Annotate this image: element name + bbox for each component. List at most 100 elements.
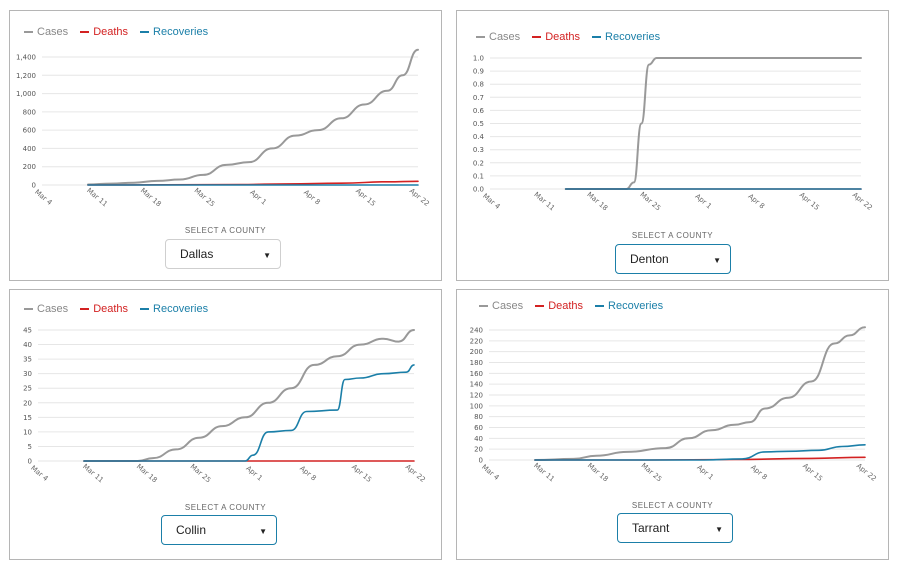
county-select-value: Denton <box>630 252 669 266</box>
x-tick-label: Mar 18 <box>585 191 609 213</box>
legend-swatch-recoveries <box>140 308 150 310</box>
county-select-value: Tarrant <box>632 521 670 535</box>
series-line-cases <box>83 329 415 462</box>
dropdown-arrow-icon: ▼ <box>259 527 267 536</box>
y-tick-label: 120 <box>470 392 483 400</box>
y-tick-label: 600 <box>23 127 36 135</box>
x-tick-label: Mar 4 <box>480 463 501 482</box>
legend-item-cases[interactable]: Cases <box>476 31 520 43</box>
y-tick-label: 1,200 <box>16 72 36 80</box>
legend-item-deaths[interactable]: Deaths <box>80 26 128 38</box>
legend-item-recoveries[interactable]: Recoveries <box>592 31 660 43</box>
x-tick-label: Mar 25 <box>193 187 217 209</box>
line-chart-tarrant: 0 20 40 60 80 100 120 140 160 180 200 220 240 Mar 4 Ma… <box>470 326 878 484</box>
chart-panel-dallas: Cases Deaths Recoveries 0 200 400 600 800 1,0… <box>9 10 442 281</box>
y-tick-label: 0.3 <box>473 146 484 154</box>
legend-swatch-recoveries <box>592 36 602 38</box>
y-tick-label: 1.0 <box>473 55 484 63</box>
x-tick-label: Apr 1 <box>694 192 714 210</box>
legend-item-deaths[interactable]: Deaths <box>80 303 128 315</box>
x-tick-label: Apr 8 <box>302 188 322 206</box>
y-tick-label: 0 <box>32 182 36 190</box>
y-tick-label: 0.5 <box>473 120 484 128</box>
x-tick-label: Mar 4 <box>33 188 54 207</box>
legend-label-recoveries: Recoveries <box>153 26 209 38</box>
y-tick-label: 5 <box>28 443 32 451</box>
legend-label-cases: Cases <box>489 31 521 43</box>
x-tick-label: Apr 8 <box>298 464 318 482</box>
legend-label-deaths: Deaths <box>93 303 129 315</box>
legend-label-cases: Cases <box>492 300 524 312</box>
legend-label-cases: Cases <box>37 26 69 38</box>
x-tick-label: Apr 1 <box>695 463 715 481</box>
chart-panel-collin: Cases Deaths Recoveries 0 5 10 15 20 25 30 35 40… <box>9 289 442 560</box>
y-tick-label: 220 <box>470 337 483 345</box>
x-tick-label: Mar 4 <box>29 464 50 483</box>
legend-item-cases[interactable]: Cases <box>479 300 523 312</box>
x-tick-label: Mar 18 <box>586 462 610 484</box>
legend-label-recoveries: Recoveries <box>153 303 209 315</box>
y-tick-label: 25 <box>23 385 32 393</box>
chart-legend: Cases Deaths Recoveries <box>24 26 208 38</box>
x-tick-label: Apr 15 <box>354 187 377 208</box>
legend-swatch-cases <box>24 308 33 310</box>
dropdown-arrow-icon: ▼ <box>715 525 723 534</box>
legend-item-recoveries[interactable]: Recoveries <box>140 26 208 38</box>
x-tick-label: Mar 25 <box>640 462 664 484</box>
series-line-recoveries <box>534 444 866 461</box>
legend-item-deaths[interactable]: Deaths <box>532 31 580 43</box>
y-tick-label: 10 <box>23 428 32 436</box>
legend-swatch-cases <box>24 31 33 33</box>
y-tick-label: 0.4 <box>473 133 485 141</box>
county-select-tarrant[interactable]: Tarrant ▼ <box>617 513 733 543</box>
legend-swatch-deaths <box>80 31 90 33</box>
series-line-cases <box>87 48 419 186</box>
legend-label-deaths: Deaths <box>548 300 584 312</box>
y-tick-label: 80 <box>474 413 483 421</box>
y-tick-label: 240 <box>470 327 483 335</box>
county-select-value: Dallas <box>180 247 214 261</box>
y-tick-label: 1,000 <box>16 90 36 98</box>
y-tick-label: 100 <box>470 402 483 410</box>
y-tick-label: 180 <box>470 359 483 367</box>
county-select-collin[interactable]: Collin ▼ <box>161 515 277 545</box>
legend-label-recoveries: Recoveries <box>605 31 661 43</box>
legend-swatch-recoveries <box>595 305 605 307</box>
chart-legend: Cases Deaths Recoveries <box>476 31 660 43</box>
legend-label-recoveries: Recoveries <box>608 300 664 312</box>
legend-label-deaths: Deaths <box>93 26 129 38</box>
legend-item-cases[interactable]: Cases <box>24 26 68 38</box>
county-select-value: Collin <box>176 523 207 537</box>
y-tick-label: 45 <box>23 327 32 335</box>
y-tick-label: 20 <box>474 446 483 454</box>
legend-item-deaths[interactable]: Deaths <box>535 300 583 312</box>
line-chart-denton: 0.0 0.1 0.2 0.3 0.4 0.5 0.6 0.7 0.8 0.9 1.0 Mar 4 Ma… <box>473 55 874 213</box>
select-county-label: SELECT A COUNTY <box>184 503 267 512</box>
y-tick-label: 0.2 <box>473 159 484 167</box>
line-chart-dallas: 0 200 400 600 800 1,000 1,200 1,400 Mar 4 Mar 11 M… <box>16 48 431 209</box>
x-tick-label: Apr 22 <box>855 462 878 483</box>
legend-item-cases[interactable]: Cases <box>24 303 68 315</box>
chart-panel-tarrant: Cases Deaths Recoveries 0 20 40 60 80 100 120 1… <box>456 289 889 560</box>
legend-item-recoveries[interactable]: Recoveries <box>595 300 663 312</box>
y-tick-label: 0.7 <box>473 94 484 102</box>
y-tick-label: 0.0 <box>473 186 484 194</box>
dropdown-arrow-icon: ▼ <box>713 256 721 265</box>
y-tick-label: 140 <box>470 381 483 389</box>
x-tick-label: Apr 1 <box>248 188 268 206</box>
x-tick-label: Apr 8 <box>747 192 767 210</box>
y-tick-label: 30 <box>23 370 32 378</box>
x-tick-label: Mar 11 <box>85 187 109 209</box>
chart-panel-denton: Cases Deaths Recoveries 0.0 0.1 0.2 0.3 0.4 0… <box>456 10 889 281</box>
county-select-denton[interactable]: Denton ▼ <box>615 244 731 274</box>
y-tick-label: 200 <box>23 163 36 171</box>
y-tick-label: 160 <box>470 370 483 378</box>
chart-legend: Cases Deaths Recoveries <box>479 300 663 312</box>
select-county-label: SELECT A COUNTY <box>184 226 267 235</box>
legend-item-recoveries[interactable]: Recoveries <box>140 303 208 315</box>
legend-swatch-cases <box>479 305 488 307</box>
y-tick-label: 200 <box>470 348 483 356</box>
y-tick-label: 0.9 <box>473 68 484 76</box>
county-select-dallas[interactable]: Dallas ▼ <box>165 239 281 269</box>
x-tick-label: Mar 4 <box>481 192 502 211</box>
